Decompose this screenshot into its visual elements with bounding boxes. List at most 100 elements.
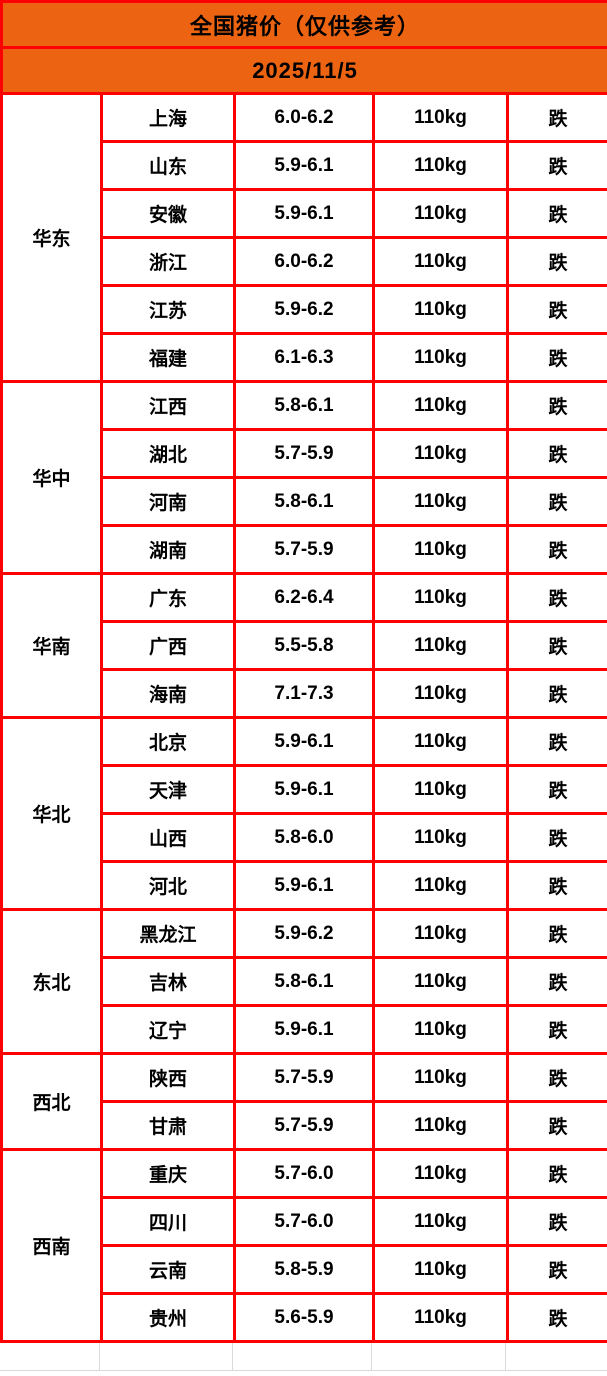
region-cell: 华南 <box>0 572 103 719</box>
status-cell: 跌 <box>505 860 607 911</box>
price-cell: 7.1-7.3 <box>233 668 375 719</box>
table-row: 湖南 5.7-5.9 110kg 跌 <box>2 524 607 575</box>
status-cell: 跌 <box>505 812 607 863</box>
status-cell: 跌 <box>505 332 607 383</box>
table-row: 天津 5.9-6.1 110kg 跌 <box>2 764 607 815</box>
table-row: 辽宁 5.9-6.1 110kg 跌 <box>2 1004 607 1055</box>
weight-cell: 110kg <box>372 716 509 767</box>
province-cell: 贵州 <box>100 1292 236 1343</box>
status-cell: 跌 <box>505 1148 607 1199</box>
status-cell: 跌 <box>505 956 607 1007</box>
price-cell: 6.0-6.2 <box>233 92 375 143</box>
status-cell: 跌 <box>505 668 607 719</box>
price-cell: 5.9-6.1 <box>233 860 375 911</box>
table-row: 云南 5.8-5.9 110kg 跌 <box>2 1244 607 1295</box>
weight-cell: 110kg <box>372 1100 509 1151</box>
spreadsheet-empty-row <box>0 1343 607 1371</box>
province-cell: 福建 <box>100 332 236 383</box>
price-cell: 5.9-6.2 <box>233 284 375 335</box>
province-cell: 广东 <box>100 572 236 623</box>
province-cell: 云南 <box>100 1244 236 1295</box>
province-cell: 天津 <box>100 764 236 815</box>
price-cell: 5.7-6.0 <box>233 1148 375 1199</box>
status-cell: 跌 <box>505 1244 607 1295</box>
status-cell: 跌 <box>505 92 607 143</box>
weight-cell: 110kg <box>372 956 509 1007</box>
table-row: 四川 5.7-6.0 110kg 跌 <box>2 1196 607 1247</box>
status-cell: 跌 <box>505 284 607 335</box>
weight-cell: 110kg <box>372 428 509 479</box>
province-cell: 重庆 <box>100 1148 236 1199</box>
province-cell: 山西 <box>100 812 236 863</box>
province-cell: 上海 <box>100 92 236 143</box>
status-cell: 跌 <box>505 188 607 239</box>
title-row: 全国猪价（仅供参考） <box>0 0 607 49</box>
weight-cell: 110kg <box>372 140 509 191</box>
weight-cell: 110kg <box>372 1244 509 1295</box>
price-cell: 5.8-6.0 <box>233 812 375 863</box>
grid-line <box>99 1343 100 1370</box>
province-cell: 甘肃 <box>100 1100 236 1151</box>
weight-cell: 110kg <box>372 860 509 911</box>
province-cell: 辽宁 <box>100 1004 236 1055</box>
price-cell: 5.7-5.9 <box>233 1052 375 1103</box>
province-cell: 河北 <box>100 860 236 911</box>
table-row: 浙江 6.0-6.2 110kg 跌 <box>2 236 607 287</box>
province-cell: 吉林 <box>100 956 236 1007</box>
pig-price-table: 全国猪价（仅供参考） 2025/11/5 华东 上海 6.0-6.2 110kg 跌山东… <box>0 0 607 1343</box>
grid-line <box>232 1343 233 1370</box>
table-row: 贵州 5.6-5.9 110kg 跌 <box>2 1292 607 1343</box>
status-cell: 跌 <box>505 236 607 287</box>
table-row: 山东 5.9-6.1 110kg 跌 <box>2 140 607 191</box>
date-row: 2025/11/5 <box>0 46 607 95</box>
price-cell: 5.8-6.1 <box>233 380 375 431</box>
status-cell: 跌 <box>505 380 607 431</box>
price-cell: 5.9-6.1 <box>233 140 375 191</box>
status-cell: 跌 <box>505 620 607 671</box>
table-row: 山西 5.8-6.0 110kg 跌 <box>2 812 607 863</box>
province-cell: 黑龙江 <box>100 908 236 959</box>
table-row: 华中 江西 5.8-6.1 110kg 跌 <box>0 380 607 575</box>
weight-cell: 110kg <box>372 1052 509 1103</box>
province-cell: 江西 <box>100 380 236 431</box>
status-cell: 跌 <box>505 572 607 623</box>
price-cell: 5.7-6.0 <box>233 1196 375 1247</box>
price-cell: 5.6-5.9 <box>233 1292 375 1343</box>
price-cell: 5.7-5.9 <box>233 428 375 479</box>
price-cell: 5.9-6.2 <box>233 908 375 959</box>
weight-cell: 110kg <box>372 812 509 863</box>
province-cell: 北京 <box>100 716 236 767</box>
weight-cell: 110kg <box>372 908 509 959</box>
region-cell: 华北 <box>0 716 103 911</box>
grid-line <box>371 1343 372 1370</box>
date-label: 2025/11/5 <box>0 46 607 95</box>
weight-cell: 110kg <box>372 1004 509 1055</box>
table-row: 广西 5.5-5.8 110kg 跌 <box>2 620 607 671</box>
status-cell: 跌 <box>505 1004 607 1055</box>
province-cell: 湖南 <box>100 524 236 575</box>
weight-cell: 110kg <box>372 284 509 335</box>
province-cell: 安徽 <box>100 188 236 239</box>
weight-cell: 110kg <box>372 476 509 527</box>
province-cell: 海南 <box>100 668 236 719</box>
province-cell: 广西 <box>100 620 236 671</box>
region-cell: 西北 <box>0 1052 103 1151</box>
weight-cell: 110kg <box>372 92 509 143</box>
status-cell: 跌 <box>505 524 607 575</box>
table-row: 吉林 5.8-6.1 110kg 跌 <box>2 956 607 1007</box>
status-cell: 跌 <box>505 764 607 815</box>
price-cell: 5.9-6.1 <box>233 716 375 767</box>
price-cell: 6.1-6.3 <box>233 332 375 383</box>
region-cell: 华东 <box>0 92 103 383</box>
weight-cell: 110kg <box>372 188 509 239</box>
province-cell: 湖北 <box>100 428 236 479</box>
price-cell: 5.5-5.8 <box>233 620 375 671</box>
status-cell: 跌 <box>505 1196 607 1247</box>
table-row: 西北 陕西 5.7-5.9 110kg 跌 <box>0 1052 607 1151</box>
status-cell: 跌 <box>505 428 607 479</box>
province-cell: 陕西 <box>100 1052 236 1103</box>
weight-cell: 110kg <box>372 236 509 287</box>
price-cell: 5.8-6.1 <box>233 476 375 527</box>
table-row: 湖北 5.7-5.9 110kg 跌 <box>2 428 607 479</box>
table-row: 甘肃 5.7-5.9 110kg 跌 <box>2 1100 607 1151</box>
